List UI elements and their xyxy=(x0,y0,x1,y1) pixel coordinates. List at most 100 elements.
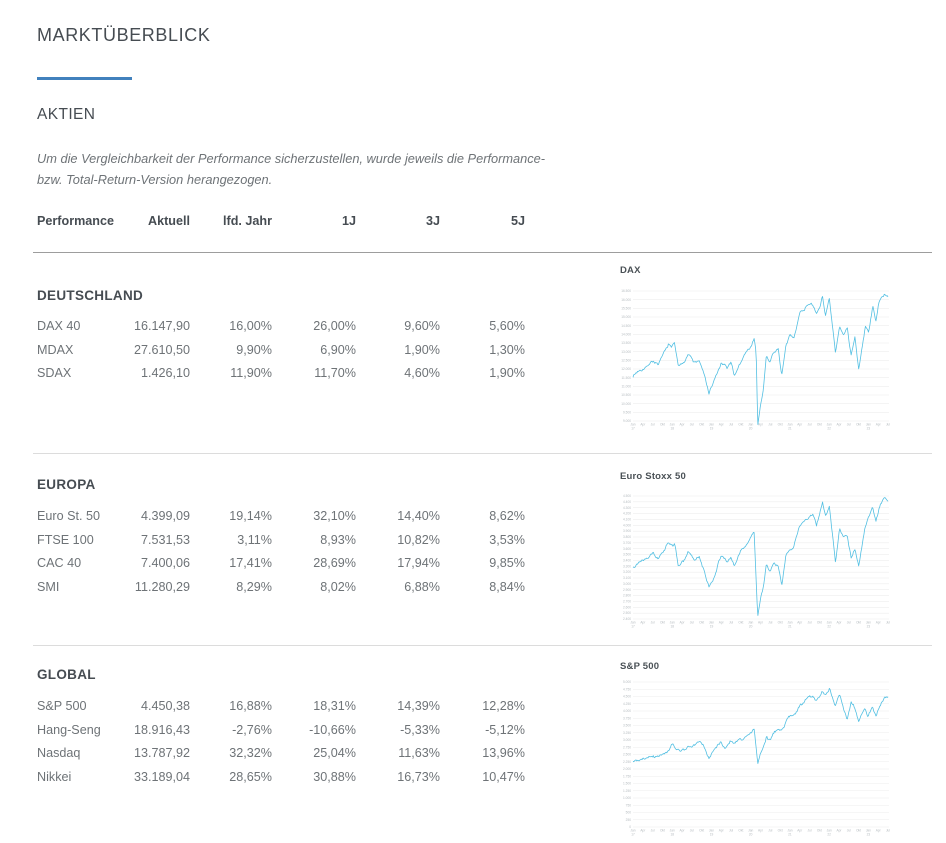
svg-text:22: 22 xyxy=(827,624,831,628)
svg-text:21: 21 xyxy=(788,832,792,836)
svg-text:Okt: Okt xyxy=(699,829,704,833)
index-value: 11,63% xyxy=(398,746,440,760)
table-row: Hang-Seng 18.916,43 -2,76% -10,66% -5,33% -5,… xyxy=(37,719,527,743)
svg-text:Jul: Jul xyxy=(768,829,772,833)
svg-text:Apr: Apr xyxy=(719,423,725,427)
index-value: 4,60% xyxy=(404,366,440,380)
index-name: DAX 40 xyxy=(37,319,81,333)
svg-text:3.400: 3.400 xyxy=(623,559,631,563)
svg-text:10.500: 10.500 xyxy=(621,393,631,397)
svg-text:23: 23 xyxy=(867,426,871,430)
index-value: 10,47% xyxy=(482,769,525,784)
index-value: 1,90% xyxy=(404,342,440,357)
svg-text:Jul: Jul xyxy=(886,829,890,833)
index-name: Hang-Seng xyxy=(37,722,101,737)
table-row: Nasdaq 13.787,92 32,32% 25,04% 11,63% 13,96% xyxy=(37,742,527,766)
index-value: -5,33% xyxy=(400,722,440,737)
table-row: SDAX 1.426,10 11,90% 11,70% 4,60% 1,90% xyxy=(37,362,527,386)
svg-text:4.200: 4.200 xyxy=(623,512,631,516)
svg-text:11.000: 11.000 xyxy=(621,384,631,388)
svg-text:Okt: Okt xyxy=(856,423,861,427)
note-line-1: Um die Vergleichbarkeit der Performance … xyxy=(37,151,546,166)
svg-text:Okt: Okt xyxy=(660,621,665,625)
svg-text:Okt: Okt xyxy=(699,621,704,625)
svg-text:250: 250 xyxy=(626,818,632,822)
svg-text:4.500: 4.500 xyxy=(623,494,631,498)
svg-text:2.900: 2.900 xyxy=(623,588,631,592)
svg-text:17: 17 xyxy=(631,832,635,836)
index-value: 28,69% xyxy=(313,556,356,570)
svg-text:Jan: Jan xyxy=(709,423,714,427)
index-value: 25,04% xyxy=(313,746,356,760)
section-heading-1: EUROPA xyxy=(37,477,96,492)
index-value: 3,11% xyxy=(237,532,272,547)
index-name: CAC 40 xyxy=(37,556,82,570)
table-row: Nikkei 33.189,04 28,65% 30,88% 16,73% 10,47% xyxy=(37,766,527,790)
index-value: 8,29% xyxy=(236,579,272,594)
index-value: 6,90% xyxy=(320,342,356,357)
section-rows: Euro St. 50 4.399,09 19,14% 32,10% 14,40% 8,6… xyxy=(37,505,527,599)
column-header-5j: 5J xyxy=(510,214,525,228)
svg-text:0: 0 xyxy=(629,825,631,829)
svg-text:Apr: Apr xyxy=(758,621,764,625)
svg-text:18: 18 xyxy=(670,832,674,836)
svg-text:Jul: Jul xyxy=(651,423,655,427)
svg-text:Jul: Jul xyxy=(807,423,811,427)
index-value: 4.450,38 xyxy=(140,699,190,713)
svg-text:2.700: 2.700 xyxy=(623,600,631,604)
svg-text:22: 22 xyxy=(827,832,831,836)
svg-text:Jan: Jan xyxy=(709,829,714,833)
svg-text:Jan: Jan xyxy=(866,829,871,833)
svg-text:3.600: 3.600 xyxy=(623,547,631,551)
svg-text:Jul: Jul xyxy=(729,829,733,833)
index-value: 16,73% xyxy=(397,769,440,784)
index-value: 4.399,09 xyxy=(140,509,190,523)
svg-text:Apr: Apr xyxy=(640,423,646,427)
svg-text:Apr: Apr xyxy=(876,829,882,833)
svg-text:Jul: Jul xyxy=(847,423,851,427)
svg-text:Jul: Jul xyxy=(807,829,811,833)
svg-text:Jan: Jan xyxy=(866,423,871,427)
svg-text:21: 21 xyxy=(788,624,792,628)
svg-text:Jan: Jan xyxy=(787,829,792,833)
svg-text:17: 17 xyxy=(631,426,635,430)
index-name: SMI xyxy=(37,579,60,594)
svg-text:3.250: 3.250 xyxy=(623,731,631,735)
index-value: 1,30% xyxy=(489,342,525,357)
svg-text:3.000: 3.000 xyxy=(623,582,631,586)
svg-text:2.400: 2.400 xyxy=(623,617,631,621)
svg-text:Jan: Jan xyxy=(827,621,832,625)
svg-text:3.800: 3.800 xyxy=(623,535,631,539)
index-value: 9,85% xyxy=(489,556,525,570)
index-value: 18.916,43 xyxy=(133,722,190,737)
index-name: SDAX xyxy=(37,366,72,380)
svg-text:Jul: Jul xyxy=(729,423,733,427)
index-value: 33.189,04 xyxy=(133,769,190,784)
svg-text:500: 500 xyxy=(626,811,632,815)
svg-text:Apr: Apr xyxy=(836,621,842,625)
svg-text:Apr: Apr xyxy=(719,621,725,625)
svg-text:14.000: 14.000 xyxy=(621,332,631,336)
index-value: 8,02% xyxy=(320,579,356,594)
header-divider xyxy=(33,252,932,253)
svg-text:Jul: Jul xyxy=(690,423,694,427)
svg-text:Okt: Okt xyxy=(778,829,783,833)
svg-text:Apr: Apr xyxy=(680,423,686,427)
svg-text:4.300: 4.300 xyxy=(623,506,631,510)
svg-text:Apr: Apr xyxy=(836,423,842,427)
index-value: 8,93% xyxy=(320,532,356,547)
svg-text:Jan: Jan xyxy=(630,621,635,625)
index-value: 1.426,10 xyxy=(140,366,190,380)
svg-text:21: 21 xyxy=(788,426,792,430)
chart-title: DAX xyxy=(620,265,641,276)
index-name: MDAX xyxy=(37,342,74,357)
index-value: 8,62% xyxy=(489,509,525,523)
svg-text:Apr: Apr xyxy=(640,829,646,833)
chart-title: Euro Stoxx 50 xyxy=(620,471,686,482)
svg-text:2.750: 2.750 xyxy=(623,745,631,749)
index-value: 32,10% xyxy=(313,509,356,523)
price-line xyxy=(632,497,889,616)
index-value: 18,31% xyxy=(313,699,356,713)
svg-text:5.000: 5.000 xyxy=(623,680,631,684)
svg-text:Jul: Jul xyxy=(651,621,655,625)
